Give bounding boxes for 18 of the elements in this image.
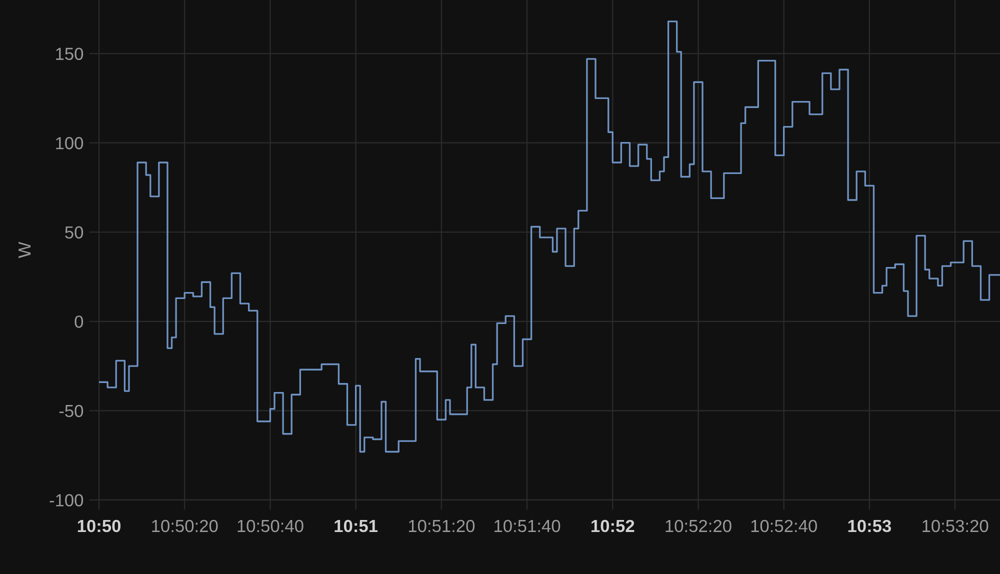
x-tick-label: 10:52 — [592, 520, 634, 532]
y-tick-label: -100 — [50, 494, 84, 506]
x-tick-label: 10:50:20 — [152, 520, 218, 532]
y-tick-label: 0 — [74, 316, 84, 328]
x-tick-label: 10:51:20 — [408, 520, 475, 532]
y-tick-label: 150 — [56, 48, 84, 60]
y-tick-label: 50 — [65, 226, 84, 239]
x-tick-label: 10:53 — [848, 520, 892, 532]
y-tick-label: 100 — [56, 137, 84, 150]
x-tick-label: 10:50 — [78, 520, 120, 532]
x-tick-label: 10:52:40 — [751, 520, 817, 532]
x-tick-label: 10:50:40 — [238, 520, 304, 532]
x-tick-label: 10:52:20 — [666, 520, 732, 532]
x-tick-label: 10:51:40 — [494, 520, 560, 532]
y-axis-title: W — [18, 242, 31, 258]
y-tick-label: -50 — [59, 404, 84, 418]
x-tick-label: 10:51 — [334, 520, 378, 532]
x-tick-label: 10:53:20 — [922, 520, 988, 532]
